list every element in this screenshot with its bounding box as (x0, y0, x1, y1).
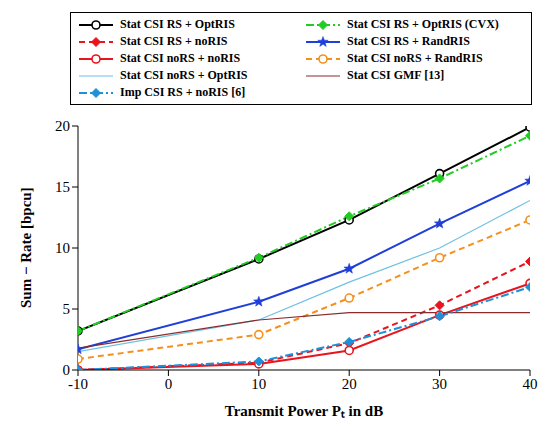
svg-text:10: 10 (251, 376, 266, 392)
html-text:Stat CSI RS + RandRIS: Stat CSI RS + RandRIS (347, 34, 470, 48)
html-text:Stat CSI GMF [13]: Stat CSI GMF [13] (347, 68, 445, 82)
svg-text:-10: -10 (68, 376, 88, 392)
svg-text:15: 15 (55, 179, 70, 195)
svg-text:40: 40 (523, 376, 538, 392)
svg-text:20: 20 (55, 118, 70, 134)
html-text:Stat CSI noRS + RandRIS: Stat CSI noRS + RandRIS (347, 51, 483, 65)
html-text:Imp CSI RS + noRIS [6]: Imp CSI RS + noRIS [6] (120, 85, 246, 99)
html-text:Stat CSI RS + noRIS: Stat CSI RS + noRIS (120, 34, 228, 48)
svg-text:30: 30 (432, 376, 447, 392)
html-text:Stat CSI RS + OptRIS: Stat CSI RS + OptRIS (120, 17, 235, 31)
svg-text:20: 20 (342, 376, 357, 392)
html-text:Stat CSI noRS + noRIS: Stat CSI noRS + noRIS (120, 51, 241, 65)
svg-text:Sum − Rate [bpcu]: Sum − Rate [bpcu] (18, 187, 34, 308)
html-text:Stat CSI RS + OptRIS (CVX): Stat CSI RS + OptRIS (CVX) (347, 17, 499, 31)
svg-text:0: 0 (165, 376, 173, 392)
svg-text:0: 0 (63, 362, 71, 378)
svg-text:Transmit Power Pₜ in dB: Transmit Power Pₜ in dB (225, 403, 383, 419)
html-text:Stat CSI noRS + OptRIS: Stat CSI noRS + OptRIS (120, 68, 248, 82)
svg-text:5: 5 (63, 301, 71, 317)
svg-text:10: 10 (55, 240, 70, 256)
